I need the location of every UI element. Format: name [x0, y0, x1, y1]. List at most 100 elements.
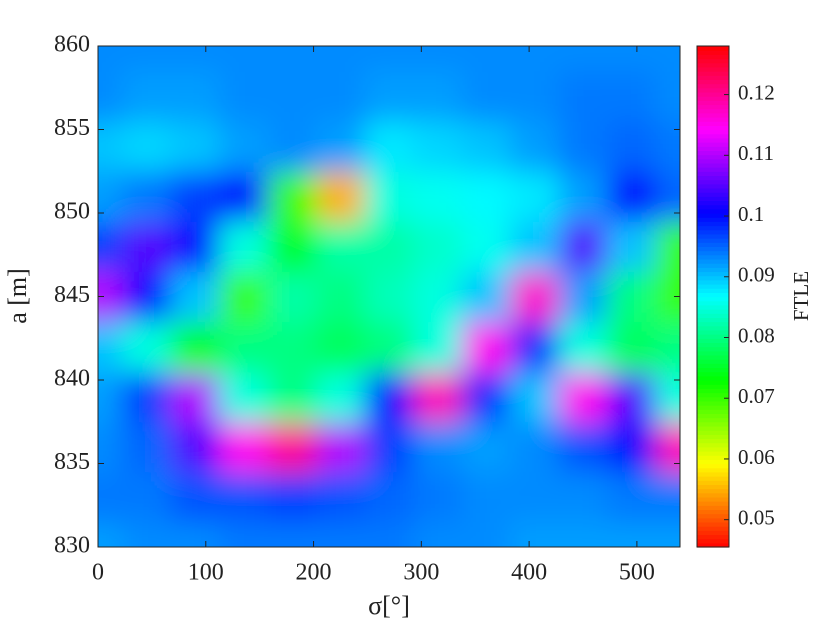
colorbar-swatch: [697, 367, 729, 373]
heatmap-cell: [413, 371, 463, 423]
colorbar-swatch: [697, 384, 729, 389]
heatmap-cell: [219, 121, 269, 172]
colorbar-swatch: [697, 342, 729, 348]
colorbar-swatch: [697, 300, 729, 306]
heatmap-cell: [510, 321, 560, 373]
colorbar-swatch: [697, 87, 729, 93]
colorbar-swatch: [697, 133, 729, 139]
colorbar-swatch: [697, 225, 729, 231]
colorbar-swatch: [697, 275, 729, 281]
heatmap-cell: [461, 121, 511, 172]
colorbar-tick-label: 0.1: [738, 202, 764, 226]
heatmap-cell: [170, 521, 220, 547]
heatmap-cell: [461, 421, 511, 473]
heatmap-cell: [122, 421, 172, 473]
colorbar-tick-label: 0.06: [738, 445, 775, 469]
heatmap-cell: [267, 471, 317, 523]
colorbar-swatch: [697, 58, 729, 64]
colorbar-swatch: [697, 442, 729, 448]
heatmap-cell: [510, 71, 560, 122]
heatmap-cell: [316, 471, 366, 523]
colorbar-swatch: [697, 388, 729, 394]
x-tick-label: 300: [403, 560, 439, 586]
heatmap-cell: [558, 321, 608, 373]
heatmap-cell: [170, 221, 220, 272]
colorbar-swatch: [697, 258, 729, 264]
colorbar-swatch: [697, 380, 729, 385]
colorbar-swatch: [697, 121, 729, 126]
colorbar-swatch: [697, 175, 729, 181]
heatmap-cell: [170, 46, 220, 72]
heatmap-cell: [413, 121, 463, 172]
heatmap-cell: [170, 171, 220, 222]
colorbar-swatch: [697, 309, 729, 314]
heatmap-cell: [461, 221, 511, 272]
y-tick-label: 845: [54, 282, 90, 308]
colorbar-swatch: [697, 250, 729, 256]
colorbar-swatch: [697, 517, 729, 523]
colorbar-tick-label: 0.08: [738, 323, 775, 347]
heatmap-cell: [413, 471, 463, 523]
colorbar-swatch: [697, 476, 729, 481]
heatmap-cell: [461, 471, 511, 523]
colorbar-swatch: [697, 50, 729, 55]
colorbar-swatch: [697, 346, 729, 352]
heatmap-cell: [316, 321, 366, 373]
heatmap-cell: [558, 521, 608, 547]
colorbar-swatch: [697, 200, 729, 206]
heatmap-cell: [607, 421, 657, 473]
colorbar-swatch: [697, 467, 729, 473]
colorbar-swatch: [697, 375, 729, 381]
colorbar-swatch: [697, 267, 729, 273]
heatmap-cell: [364, 221, 414, 272]
colorbar-tick-label: 0.11: [738, 141, 774, 165]
colorbar-tick-label: 0.09: [738, 263, 775, 287]
heatmap-cell: [219, 421, 269, 473]
heatmap-cell: [510, 121, 560, 172]
heatmap-cell: [607, 221, 657, 272]
heatmap-cell: [461, 371, 511, 423]
colorbar-swatch: [697, 66, 729, 72]
colorbar-swatch: [697, 183, 729, 189]
colorbar-swatch: [697, 329, 729, 335]
colorbar-swatch: [697, 455, 729, 460]
colorbar-swatch: [697, 54, 729, 60]
heatmap-cell: [98, 221, 123, 272]
heatmap-cell: [607, 321, 657, 373]
colorbar-swatch: [697, 142, 729, 147]
heatmap-cell: [364, 271, 414, 323]
heatmap-cell: [170, 71, 220, 122]
heatmap-cell: [364, 321, 414, 373]
heatmap-cell: [219, 71, 269, 122]
heatmap: [98, 46, 680, 547]
colorbar-swatch: [697, 459, 729, 465]
colorbar-swatch: [697, 192, 729, 197]
colorbar-swatch: [697, 112, 729, 118]
colorbar-swatch: [697, 213, 729, 218]
heatmap-cell: [267, 171, 317, 222]
heatmap-cell: [316, 221, 366, 272]
heatmap-cell: [364, 371, 414, 423]
heatmap-cell: [558, 71, 608, 122]
heatmap-cell: [122, 171, 172, 222]
colorbar-swatch: [697, 75, 729, 80]
heatmap-cell: [413, 171, 463, 222]
colorbar-swatch: [697, 363, 729, 369]
heatmap-cell: [316, 371, 366, 423]
colorbar-swatch: [697, 496, 729, 502]
colorbar-tick-label: 0.05: [738, 505, 775, 529]
heatmap-cell: [122, 271, 172, 323]
heatmap-cell: [267, 71, 317, 122]
heatmap-cell: [364, 471, 414, 523]
x-tick-label: 400: [511, 560, 547, 586]
colorbar-swatch: [697, 359, 729, 364]
heatmap-cell: [267, 271, 317, 323]
colorbar-swatch: [697, 450, 729, 456]
heatmap-cell: [170, 421, 220, 473]
heatmap-cell: [98, 471, 123, 523]
heatmap-cell: [364, 171, 414, 222]
heatmap-cell: [461, 46, 511, 72]
colorbar-swatch: [697, 484, 729, 490]
colorbar: 0.05 0.06 0.07 0.08 0.09 0.1 0.11 0.12: [696, 45, 775, 548]
